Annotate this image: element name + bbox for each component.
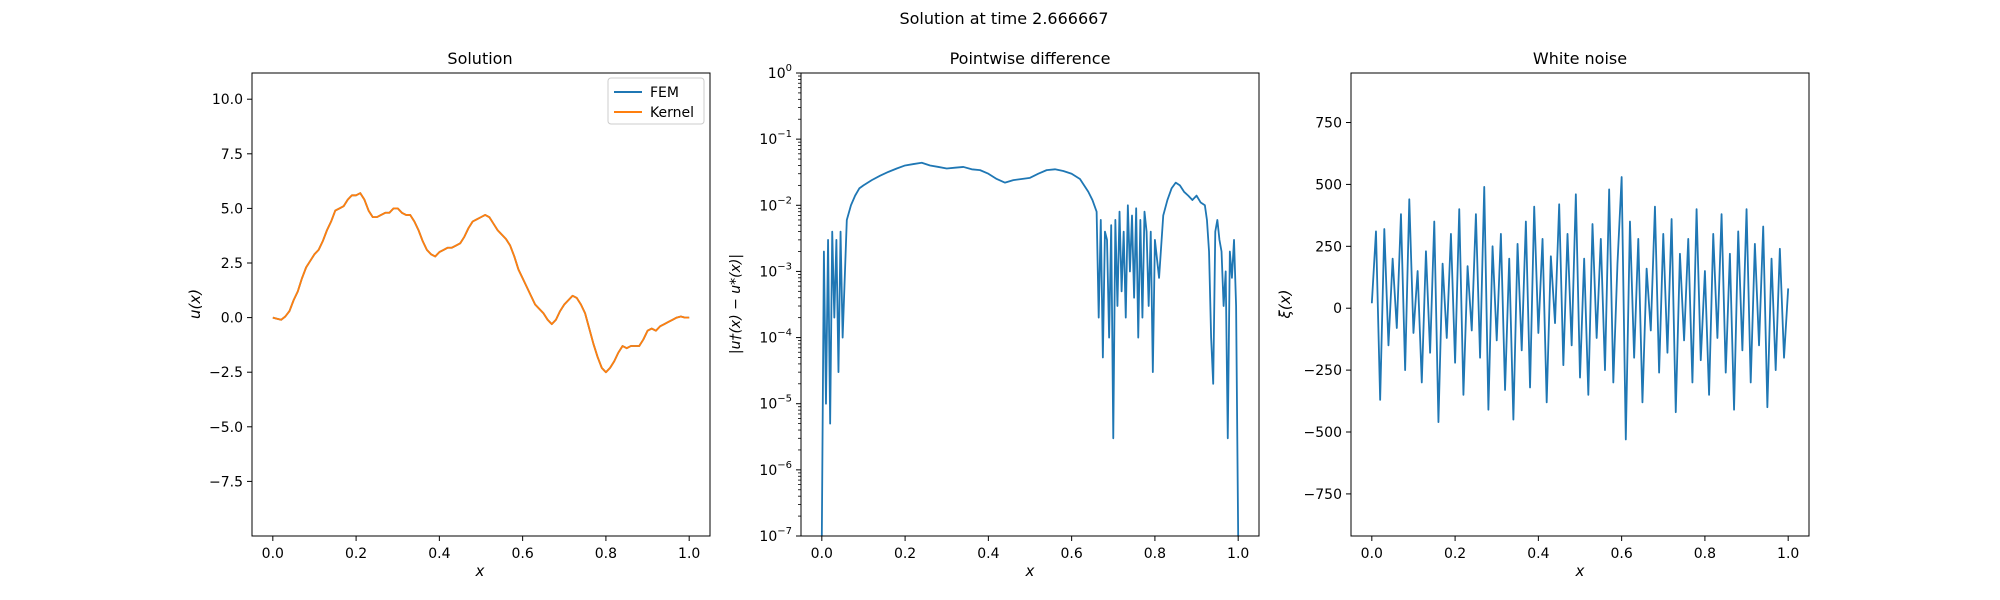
x-tick-label: 0.6	[1061, 546, 1083, 562]
difference-ylabel: |u†(x) − u*(x)|	[728, 254, 744, 354]
difference-series-line	[820, 161, 1240, 537]
legend-fem-label: FEM	[650, 85, 679, 101]
noise-series-line	[1370, 176, 1790, 441]
y-tick-label: −2.5	[209, 365, 243, 381]
y-tick-label: 10.0	[212, 92, 243, 108]
y-tick-label: 750	[1315, 116, 1342, 132]
noise-ylabel: ξ(x)	[1276, 290, 1294, 320]
solution-legend: FEM Kernel	[607, 77, 705, 125]
x-tick-label: 0.6	[512, 546, 534, 562]
x-tick-label: 0.0	[262, 546, 284, 562]
solution-title: Solution	[447, 49, 512, 68]
x-tick-label: 0.0	[1361, 546, 1383, 562]
x-tick-label: 1.0	[678, 546, 700, 562]
x-tick-label: 0.4	[977, 546, 999, 562]
y-tick-label: 500	[1315, 177, 1342, 193]
difference-axes-frame	[800, 72, 1260, 537]
difference-plot-area	[820, 161, 1240, 537]
y-tick-label: 10−7	[759, 526, 792, 545]
y-tick-label: −250	[1304, 363, 1342, 379]
solution-plot-area	[272, 192, 690, 374]
figure-suptitle: Solution at time 2.666667	[899, 9, 1108, 28]
y-tick-label: 0	[1333, 301, 1342, 317]
noise-plot-area	[1370, 176, 1790, 441]
y-tick-label: −750	[1304, 487, 1342, 503]
y-tick-label: 100	[768, 63, 792, 82]
y-tick-label: 10−2	[759, 195, 792, 214]
x-tick-label: 0.8	[1144, 546, 1166, 562]
y-tick-label: 10−6	[759, 460, 792, 479]
y-tick-label: 10−3	[759, 261, 792, 280]
y-tick-label: −7.5	[209, 474, 243, 490]
panel-solution: Solution 0.0 0.2 0.4 0.6 0.8 1.0 −7.5 −5.0 −2.5…	[186, 49, 711, 580]
y-tick-label: 7.5	[221, 147, 243, 163]
panel-difference: Pointwise difference 0.0 0.2 0.4 0.6 0.8 1.0 …	[728, 49, 1260, 580]
x-tick-label: 0.2	[1444, 546, 1466, 562]
x-tick-label: 0.0	[811, 546, 833, 562]
solution-xlabel: x	[475, 562, 485, 580]
x-tick-label: 0.8	[595, 546, 617, 562]
difference-y-ticks: 10−7 10−6 10−5 10−4 10−3 10−2 10−1 100	[759, 63, 801, 545]
panel-noise: White noise 0.0 0.2 0.4 0.6 0.8 1.0 −750−500−…	[1276, 49, 1810, 580]
legend-kernel-label: Kernel	[650, 105, 694, 121]
x-tick-label: 0.2	[345, 546, 367, 562]
x-tick-label: 1.0	[1227, 546, 1249, 562]
x-tick-label: 1.0	[1777, 546, 1799, 562]
y-tick-label: 10−4	[759, 328, 792, 347]
difference-xlabel: x	[1025, 562, 1035, 580]
y-tick-label: −500	[1304, 425, 1342, 441]
x-tick-label: 0.2	[894, 546, 916, 562]
difference-x-ticks: 0.0 0.2 0.4 0.6 0.8 1.0	[811, 536, 1249, 562]
solution-ylabel: u(x)	[186, 289, 204, 319]
fem-series-line	[272, 192, 690, 374]
solution-axes-frame	[251, 72, 711, 537]
x-tick-label: 0.8	[1694, 546, 1716, 562]
solution-y-ticks: −7.5 −5.0 −2.5 0.0 2.5 5.0 7.5 10.0	[209, 92, 252, 490]
noise-y-ticks: −750 −500 −250 0 250 500 750	[1304, 116, 1351, 503]
y-tick-label: 5.0	[221, 201, 243, 217]
noise-xlabel: x	[1575, 562, 1585, 580]
noise-axes-frame	[1350, 72, 1810, 537]
noise-x-ticks: 0.0 0.2 0.4 0.6 0.8 1.0	[1361, 536, 1799, 562]
y-tick-label: 10−5	[759, 394, 792, 413]
x-tick-label: 0.6	[1611, 546, 1633, 562]
y-tick-label: 2.5	[221, 256, 243, 272]
solution-x-ticks: 0.0 0.2 0.4 0.6 0.8 1.0	[262, 536, 700, 562]
x-tick-label: 0.4	[1527, 546, 1549, 562]
noise-title: White noise	[1533, 49, 1627, 68]
kernel-series-line	[272, 192, 690, 374]
y-tick-label: 0.0	[221, 311, 243, 327]
y-tick-label: 10−1	[759, 129, 792, 148]
y-tick-label: −5.0	[209, 420, 243, 436]
x-tick-label: 0.4	[428, 546, 450, 562]
y-tick-label: 250	[1315, 239, 1342, 255]
difference-title: Pointwise difference	[950, 49, 1111, 68]
